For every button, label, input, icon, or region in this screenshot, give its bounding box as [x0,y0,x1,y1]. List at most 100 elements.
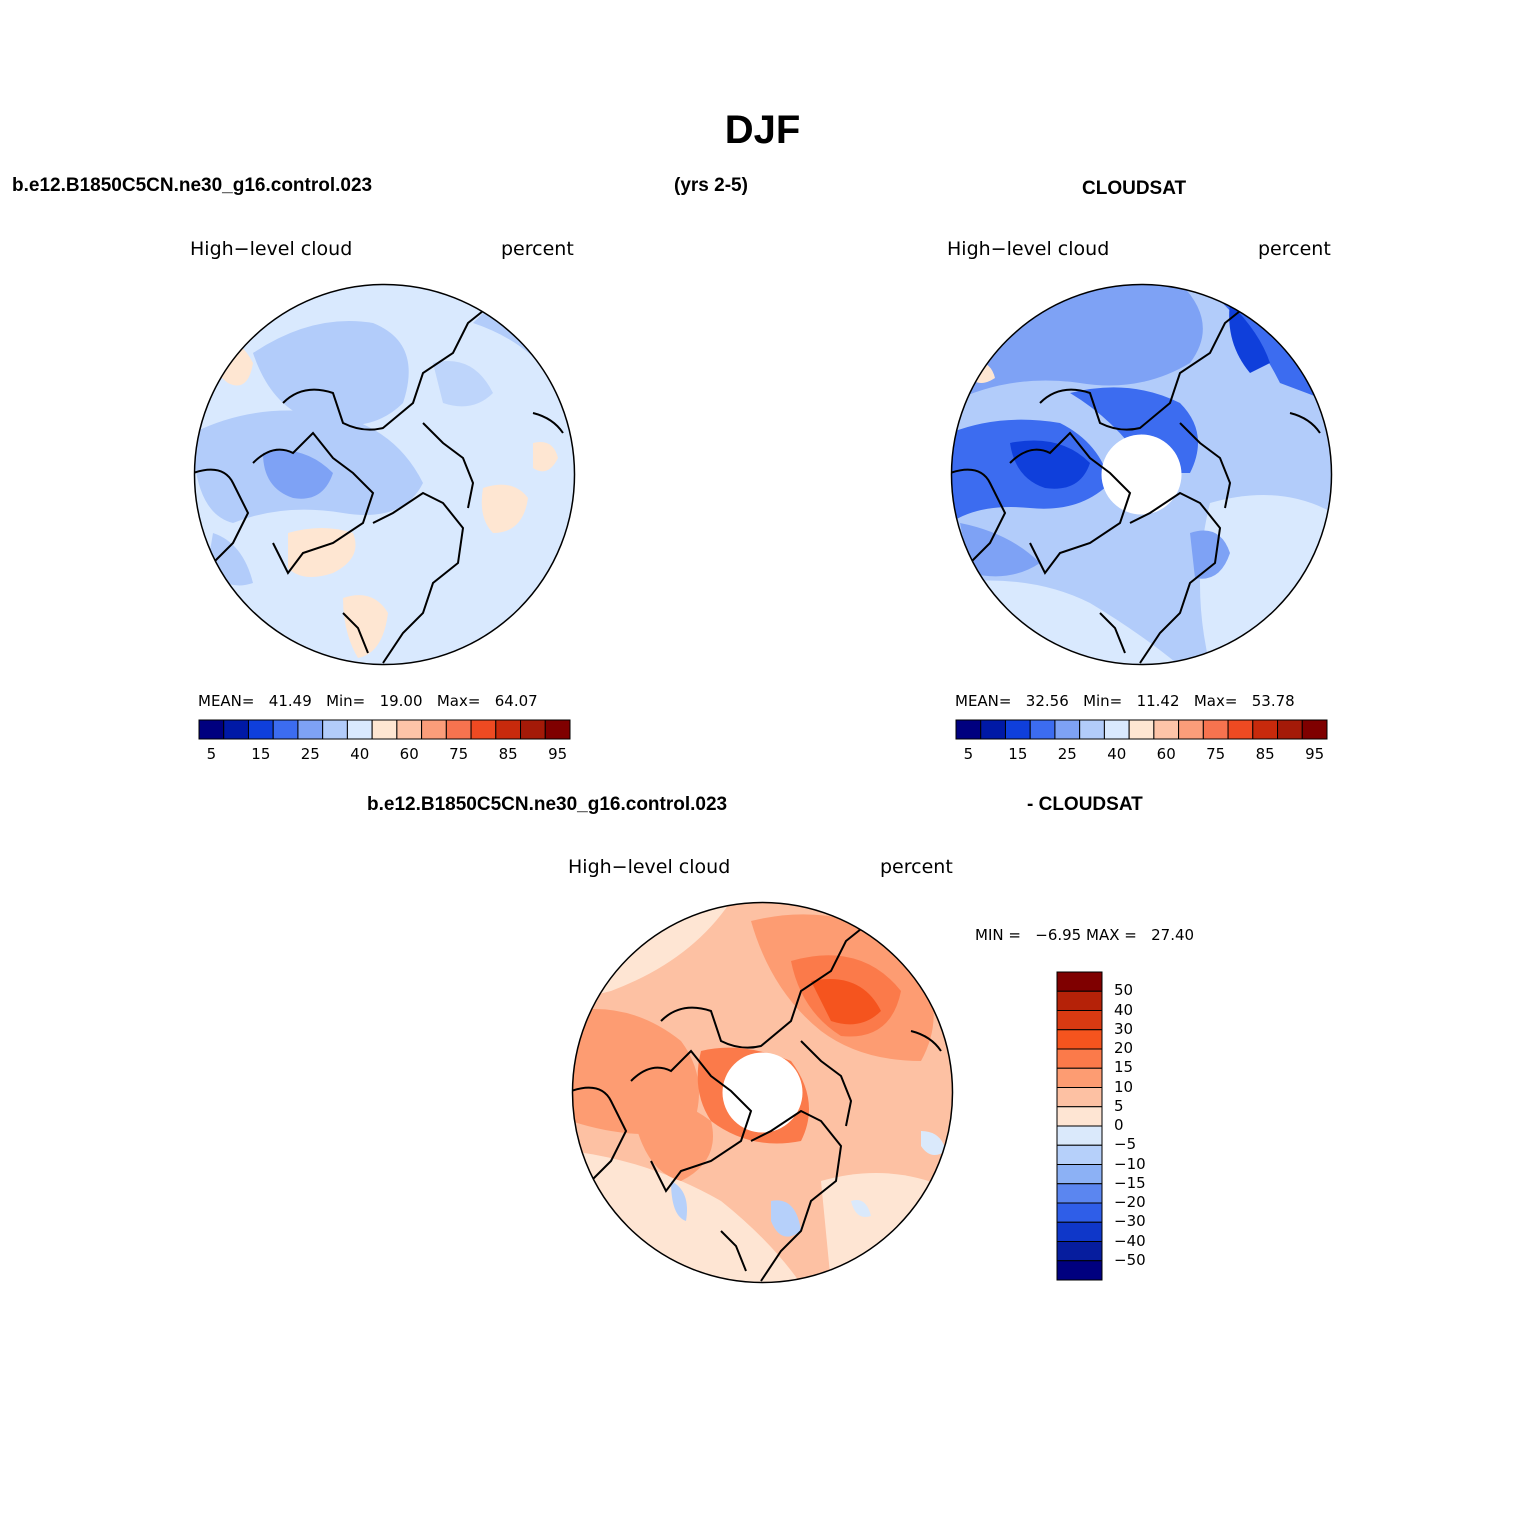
colorbar-tick-label: 15 [251,745,271,763]
panel2-max-value: 53.78 [1251,692,1295,710]
colorbar-swatch [1178,719,1204,740]
colorbar-swatch [1056,1087,1103,1108]
colorbar-swatch [1056,990,1103,1011]
colorbar-tick-label: 40 [1114,1000,1134,1019]
panel3-map-border [571,901,954,1284]
colorbar-swatch [1128,719,1155,740]
years-label: (yrs 2-5) [674,175,748,196]
colorbar-tick-label: 5 [1114,1096,1124,1115]
colorbar-tick-label: −30 [1114,1212,1146,1231]
colorbar-swatch [346,719,373,740]
colorbar-swatch [1252,719,1279,740]
panel1-mean-value: 41.49 [268,692,312,710]
panel2-colorbar [955,719,1328,740]
panel1-max-label: Max= [436,692,481,710]
colorbar-swatch [1056,1067,1103,1088]
colorbar-swatch [1056,1010,1103,1031]
colorbar-swatch [371,719,398,740]
colorbar-tick-label: −10 [1114,1154,1146,1173]
colorbar-tick-label: 95 [1305,745,1325,763]
colorbar-swatch [1153,719,1180,740]
panel1-max-value: 64.07 [494,692,538,710]
colorbar-swatch [1056,1125,1103,1146]
colorbar-tick-label: 75 [449,745,469,763]
panel3-max-label: MAX = [1086,926,1137,944]
colorbar-swatch [1079,719,1105,740]
colorbar-tick-label: 0 [1114,1116,1124,1134]
panel1-variable: High−level cloud [190,238,353,260]
panel2-units: percent [1258,238,1331,260]
colorbar-swatch [445,719,472,740]
colorbar-swatch [1056,1202,1103,1223]
panel3-polar-gap [722,1052,803,1133]
colorbar-swatch [198,719,225,740]
colorbar-tick-label: 15 [1114,1058,1134,1077]
colorbar-tick-label: 40 [350,745,370,763]
colorbar-swatch [322,719,348,740]
panel2-map-border [950,283,1333,666]
panel2-polar-gap [1101,434,1182,515]
colorbar-swatch [1056,1048,1103,1069]
colorbar-tick-label: 25 [300,745,320,763]
colorbar-swatch [955,719,982,740]
colorbar-swatch [297,719,324,740]
panel1-min-label: Min= [326,692,366,710]
panel2-polar-map [950,283,1333,666]
colorbar-swatch [1056,1164,1103,1185]
colorbar-swatch [470,719,497,740]
colorbar-tick-label: 10 [1114,1077,1134,1096]
colorbar-tick-label: 60 [1156,745,1176,763]
panel1-map-border [193,283,576,666]
colorbar-swatch [1202,719,1229,740]
panel2-variable: High−level cloud [947,238,1110,260]
diff-case-label: b.e12.B1850C5CN.ne30_g16.control.023 [367,794,728,815]
colorbar-tick-label: 40 [1107,745,1127,763]
colorbar-tick-label: −50 [1114,1250,1146,1269]
colorbar-tick-label: 5 [963,745,974,763]
colorbar-tick-label: 15 [1008,745,1028,763]
colorbar-swatch [1056,1183,1103,1204]
colorbar-swatch [1277,719,1303,740]
panel3-min-label: MIN = [975,926,1021,944]
obs-label: CLOUDSAT [1082,178,1187,199]
colorbar-swatch [495,719,522,740]
panel3-polar-map [571,901,954,1284]
colorbar-swatch [1103,719,1130,740]
colorbar-tick-label: 75 [1206,745,1226,763]
colorbar-tick-label: −15 [1114,1173,1146,1192]
panel2-coastlines [951,302,1321,664]
panel3-max-value: 27.40 [1151,926,1195,944]
colorbar-swatch [1056,1221,1103,1242]
colorbar-swatch [272,719,299,740]
colorbar-swatch [421,719,447,740]
colorbar-swatch [1227,719,1254,740]
panel1-colorbar [198,719,571,740]
colorbar-swatch [1056,1241,1103,1262]
colorbar-swatch [247,719,274,740]
colorbar-swatch [1054,719,1081,740]
panel2-min-label: Min= [1083,692,1123,710]
colorbar-swatch [980,719,1006,740]
colorbar-tick-label: −40 [1114,1231,1146,1250]
panel3-colorbar [1056,971,1103,1281]
panel1-units: percent [501,238,574,260]
colorbar-tick-label: 5 [206,745,217,763]
colorbar-tick-label: 85 [1255,745,1275,763]
panel1-min-value: 19.00 [379,692,423,710]
colorbar-swatch [520,719,546,740]
colorbar-swatch [1056,971,1103,992]
colorbar-tick-label: 85 [498,745,518,763]
panel2-mean-value: 32.56 [1025,692,1069,710]
colorbar-tick-label: 95 [548,745,568,763]
colorbar-swatch [1056,1106,1103,1127]
colorbar-tick-label: −5 [1114,1135,1137,1154]
panel3-coastlines [572,920,942,1282]
colorbar-swatch [1301,719,1328,740]
colorbar-swatch [1029,719,1056,740]
colorbar-tick-label: −20 [1114,1193,1146,1211]
colorbar-tick-label: 25 [1057,745,1077,763]
panel3-units: percent [880,856,953,878]
colorbar-swatch [1056,1029,1103,1050]
panel2-mean-label: MEAN= [955,692,1012,710]
colorbar-tick-label: 60 [399,745,419,763]
